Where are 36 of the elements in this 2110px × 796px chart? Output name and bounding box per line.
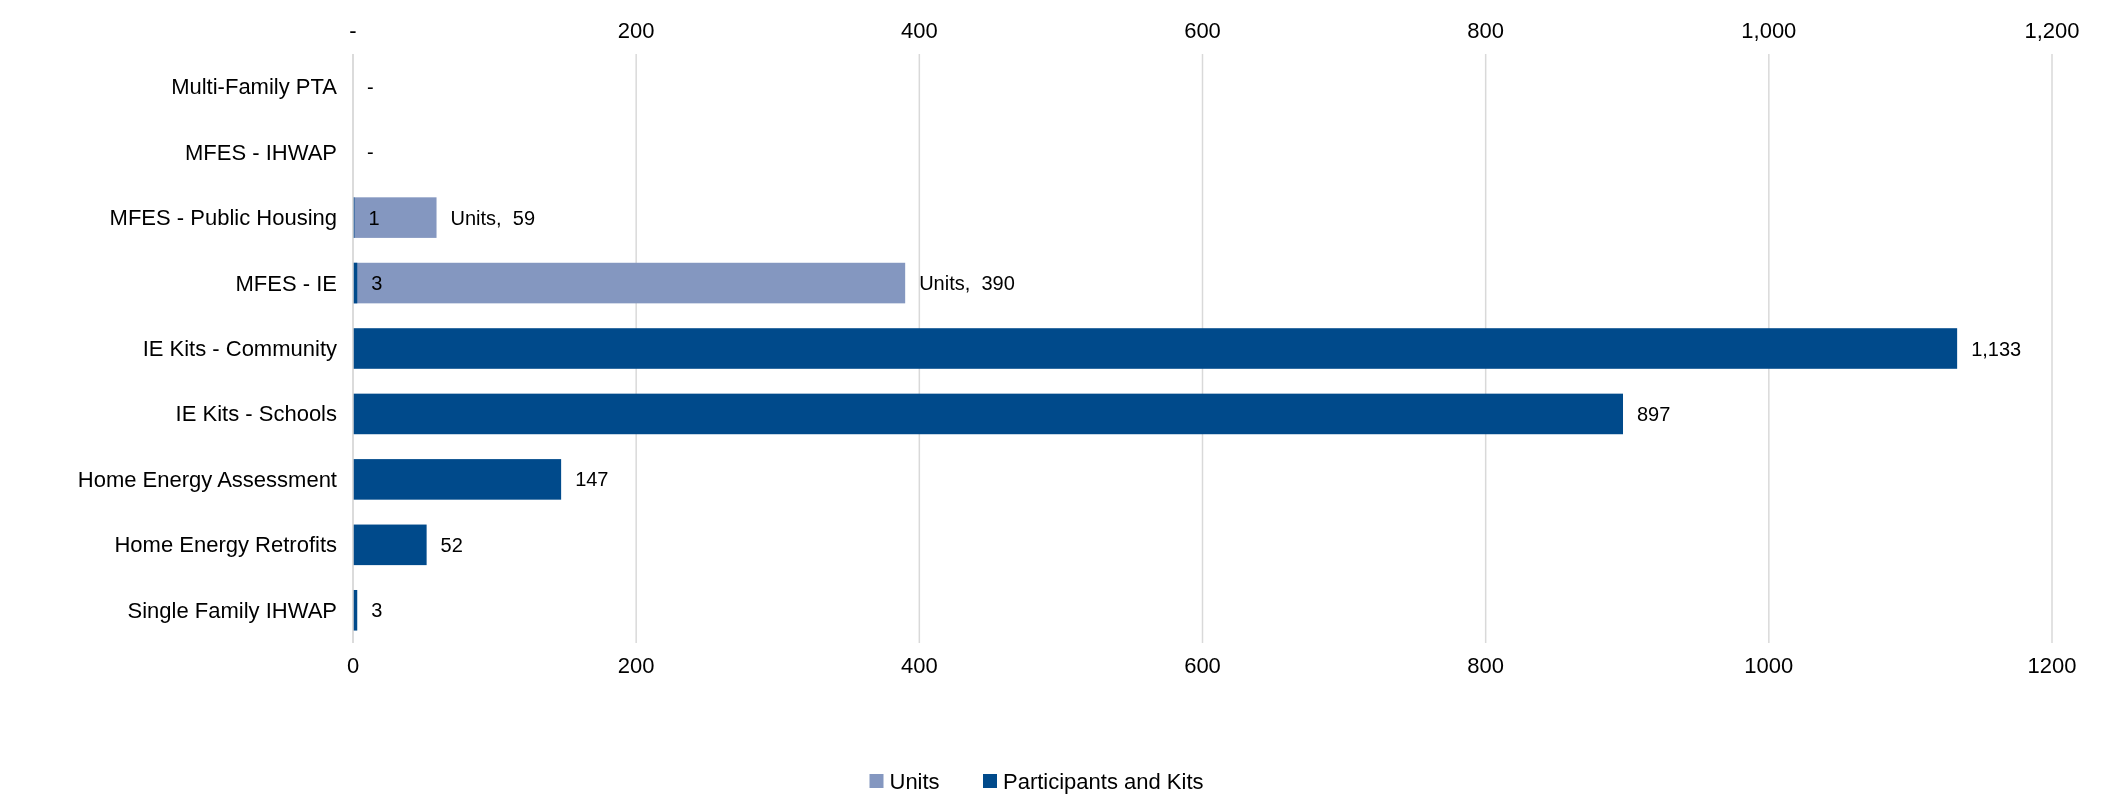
data-label: Units, 59 <box>450 206 536 229</box>
x-tick-label: 400 <box>900 653 938 678</box>
y-tick-label: MFES - IHWAP <box>185 139 337 165</box>
x2-tick-label: 600 <box>1184 18 1221 43</box>
data-label: 52 <box>440 533 463 556</box>
y-tick-label: MFES - Public Housing <box>109 205 337 231</box>
y-tick-label: MFES - IE <box>235 270 337 296</box>
x-tick-label: 0 <box>346 653 360 678</box>
y-tick-label: Home Energy Assessment <box>77 466 337 492</box>
data-label: 1,133 <box>1971 337 2022 360</box>
data-label: 1 <box>368 206 380 229</box>
x2-tick-label: - <box>349 18 357 43</box>
x2-tick-label: 200 <box>617 18 655 43</box>
x-tick-label: 200 <box>617 653 655 678</box>
y-tick-label: Multi-Family PTA <box>171 74 338 100</box>
x-tick-label: 1000 <box>1744 653 1794 678</box>
x2-tick-label: 800 <box>1467 18 1505 43</box>
x-tick-label: 600 <box>1184 653 1221 678</box>
legend-label: Participants and Kits <box>1003 768 1204 794</box>
x2-tick-label: 1,000 <box>1741 18 1797 43</box>
data-label: 3 <box>371 272 383 295</box>
legend-label: Units <box>889 768 940 794</box>
data-label: Units, 390 <box>919 272 1015 295</box>
data-label: - <box>367 141 374 164</box>
data-label: 897 <box>1637 402 1671 425</box>
x-tick-label: 1200 <box>2027 653 2077 678</box>
x-tick-label: 800 <box>1467 653 1505 678</box>
data-label: 147 <box>575 468 609 491</box>
x2-tick-label: 1,200 <box>2024 18 2080 43</box>
data-label: 3 <box>371 599 383 622</box>
y-tick-label: Home Energy Retrofits <box>114 532 337 558</box>
data-label: - <box>367 75 374 98</box>
y-tick-label: IE Kits - Community <box>142 336 337 361</box>
x2-tick-label: 400 <box>900 18 938 43</box>
y-tick-label: IE Kits - Schools <box>175 401 337 427</box>
y-tick-label: Single Family IHWAP <box>127 597 337 623</box>
